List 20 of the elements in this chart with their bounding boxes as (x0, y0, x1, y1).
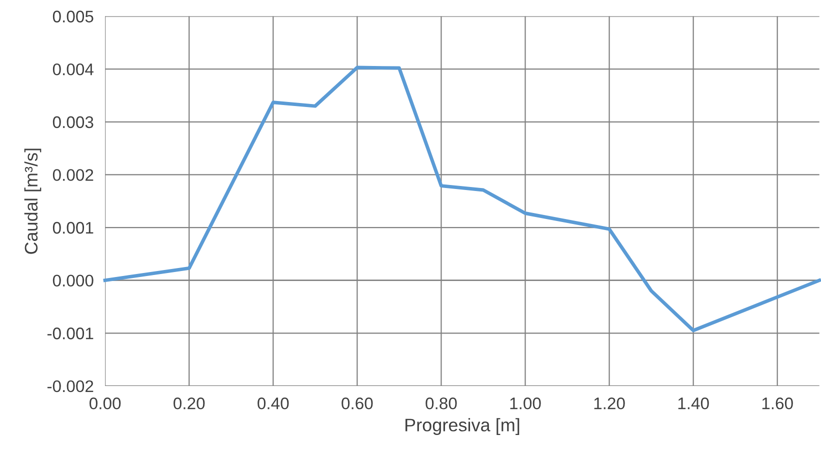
y-tick-label: 0.004 (52, 63, 94, 76)
x-tick-label: 1.00 (510, 398, 541, 410)
y-tick-label: -0.001 (47, 328, 94, 340)
y-tick-label: 0.002 (52, 169, 94, 181)
x-tick-label: 0.40 (258, 398, 289, 410)
y-tick-label: -0.002 (47, 380, 94, 392)
x-tick-label: 0.60 (342, 398, 373, 410)
y-tick-label: 0.001 (52, 222, 94, 234)
y-tick-label: 0.003 (52, 116, 94, 128)
x-tick-label: 0.00 (90, 398, 121, 410)
x-tick-label: 1.40 (678, 398, 709, 410)
x-tick-label: 0.80 (426, 398, 457, 410)
y-tick-label: 0.005 (52, 10, 94, 22)
y-tick-label: 0.000 (52, 274, 94, 287)
x-axis-title: Progresiva [m] (406, 418, 520, 435)
x-tick-label: 1.60 (762, 398, 793, 410)
x-tick-label: 0.20 (174, 398, 205, 410)
x-tick-label: 1.20 (594, 398, 625, 410)
line-series (103, 66, 821, 332)
y-axis-title: Caudal [m³/s] (24, 148, 42, 254)
